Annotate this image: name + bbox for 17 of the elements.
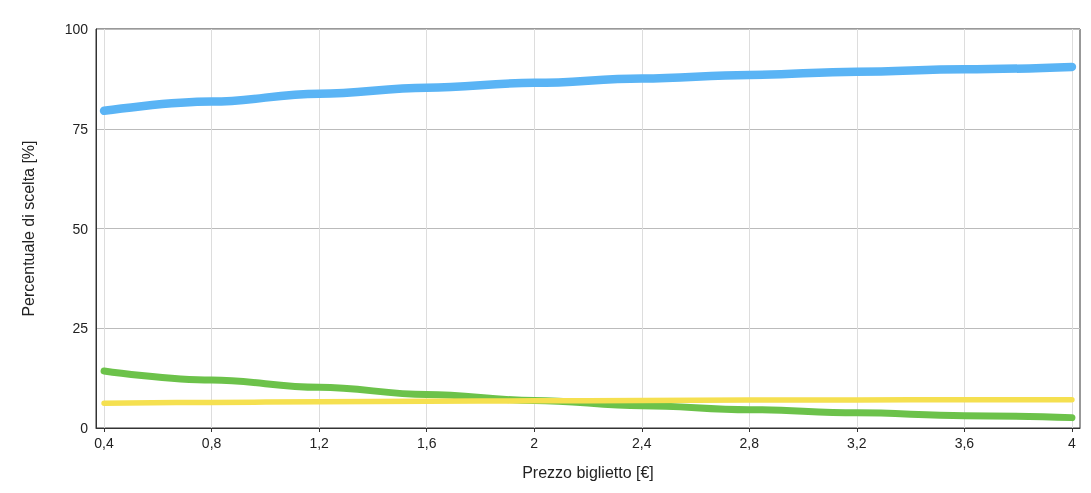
x-tick-label: 2,8: [739, 435, 760, 451]
y-tick-label: 50: [72, 220, 89, 237]
x-tick-label: 3,2: [847, 435, 867, 451]
x-tick-label: 1,2: [309, 435, 330, 451]
x-axis-title: Prezzo biglietto [€]: [522, 463, 654, 481]
y-tick-label: 0: [80, 420, 89, 436]
x-tick-label: 1,6: [416, 435, 437, 451]
y-tick-label: 100: [64, 21, 89, 37]
x-tick-label: 2: [530, 435, 539, 451]
y-tick-label: 25: [72, 320, 89, 337]
y-axis-title: Percentuale di scelta [%]: [19, 140, 37, 317]
x-tick-label: 3,6: [954, 435, 975, 451]
x-tick-label: 0,8: [201, 435, 222, 451]
x-tick-label: 2,4: [632, 435, 652, 451]
x-tick-label: 4: [1068, 435, 1077, 451]
x-tick-label: 0,4: [94, 435, 115, 451]
y-tick-label: 75: [72, 120, 89, 137]
